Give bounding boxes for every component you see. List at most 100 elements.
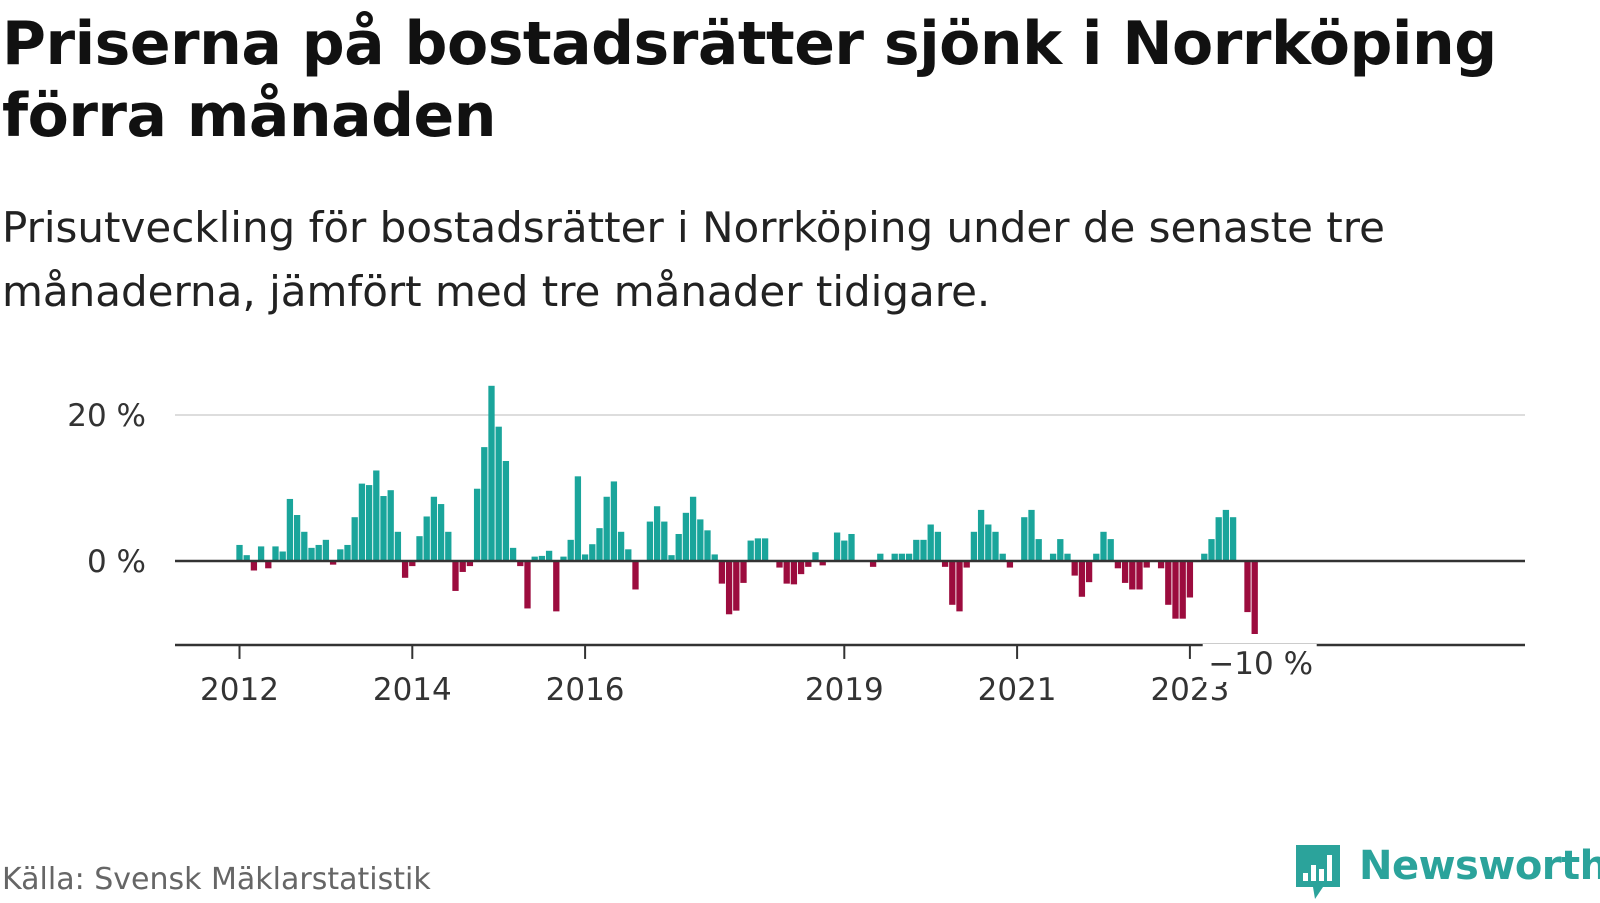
bar: [747, 540, 754, 561]
bar: [797, 561, 805, 575]
bar: [977, 509, 985, 561]
bar: [949, 561, 956, 605]
bar: [1114, 561, 1122, 569]
bar: [963, 561, 970, 568]
bar: [286, 498, 294, 561]
end-value-label: −10 %: [1208, 646, 1313, 682]
bar: [992, 531, 999, 561]
bar: [819, 561, 826, 566]
bar: [365, 485, 373, 561]
bar: [1028, 509, 1035, 561]
bar: [445, 531, 452, 561]
bar: [733, 561, 740, 611]
bar: [423, 516, 430, 561]
bar: [1064, 553, 1071, 561]
bar: [718, 561, 726, 584]
bar: [401, 561, 409, 578]
bar: [1100, 531, 1107, 561]
bar: [1222, 509, 1230, 561]
bar: [682, 512, 690, 561]
bar: [265, 561, 272, 569]
bar: [697, 519, 704, 561]
bar: [581, 554, 589, 561]
bar: [891, 553, 898, 561]
bar: [272, 546, 279, 561]
bar: [1121, 561, 1129, 583]
bar: [437, 504, 445, 561]
bar: [538, 555, 546, 561]
bar: [805, 561, 812, 567]
bar: [481, 447, 488, 561]
end-label-background: [1202, 644, 1317, 682]
bars: [236, 385, 1258, 634]
bar: [250, 561, 258, 571]
bar: [632, 561, 639, 590]
bar: [1057, 539, 1064, 561]
x-tick-label: 2021: [978, 672, 1057, 708]
bar: [344, 544, 351, 561]
bar: [668, 555, 675, 561]
bar: [1021, 517, 1028, 561]
bar: [1006, 561, 1014, 568]
bar: [1208, 539, 1215, 561]
bar: [1035, 539, 1042, 561]
bar: [1136, 561, 1143, 590]
bar: [574, 476, 582, 561]
bar: [567, 539, 574, 561]
bar: [877, 553, 884, 561]
bar: [761, 538, 769, 561]
bar: [941, 561, 949, 567]
bar: [783, 561, 790, 584]
x-tick-label: 2016: [546, 672, 625, 708]
bar: [337, 549, 344, 561]
bar: [970, 531, 978, 561]
bar: [603, 496, 610, 561]
bar: [560, 556, 567, 561]
bar: [301, 531, 308, 561]
bar: [905, 553, 913, 561]
bar: [617, 531, 625, 561]
axes: 20 %0 %2012 2014 2016 2019 2021 2023−10 %: [67, 398, 1525, 708]
bar: [517, 561, 524, 567]
bar: [740, 561, 747, 583]
bar: [1157, 561, 1165, 569]
bar: [790, 561, 798, 585]
bar: [920, 539, 927, 561]
bar: [409, 561, 416, 567]
brand-name: Newsworthy: [1359, 843, 1600, 889]
x-tick-label: 2014: [373, 672, 452, 708]
chart-title: Priserna på bostadsrätter sjönk i Norrkö…: [2, 9, 1497, 151]
bar: [1085, 561, 1093, 583]
bar: [776, 561, 783, 568]
bar: [1093, 553, 1100, 561]
bar: [754, 538, 762, 561]
bar: [387, 490, 394, 561]
y-tick-label: 0 %: [87, 544, 146, 580]
bar: [1179, 561, 1186, 619]
bar: [553, 561, 560, 612]
bar: [1186, 561, 1194, 598]
bar: [1129, 561, 1136, 590]
bar: [1229, 517, 1237, 561]
chart-subtitle: Prisutveckling för bostadsrätter i Norrk…: [2, 203, 1385, 316]
brand-logo[interactable]: Newsworthy: [1293, 843, 1600, 903]
bar: [502, 460, 510, 561]
bar: [841, 540, 848, 561]
newsworthy-logo-icon: [1296, 845, 1340, 899]
bar: [315, 544, 322, 561]
bar: [293, 515, 301, 561]
y-tick-label: 20 %: [67, 398, 146, 434]
bar: [466, 561, 474, 567]
bar: [999, 553, 1006, 561]
bar: [1244, 561, 1251, 613]
bar: [509, 547, 517, 561]
bar: [596, 528, 603, 561]
bar: [848, 533, 855, 561]
bar: [459, 561, 466, 572]
bar: [1071, 561, 1078, 576]
bar: [812, 552, 819, 561]
bar: [358, 483, 366, 561]
bar: [913, 539, 920, 561]
bar: [704, 530, 711, 561]
bar: [1049, 553, 1057, 561]
